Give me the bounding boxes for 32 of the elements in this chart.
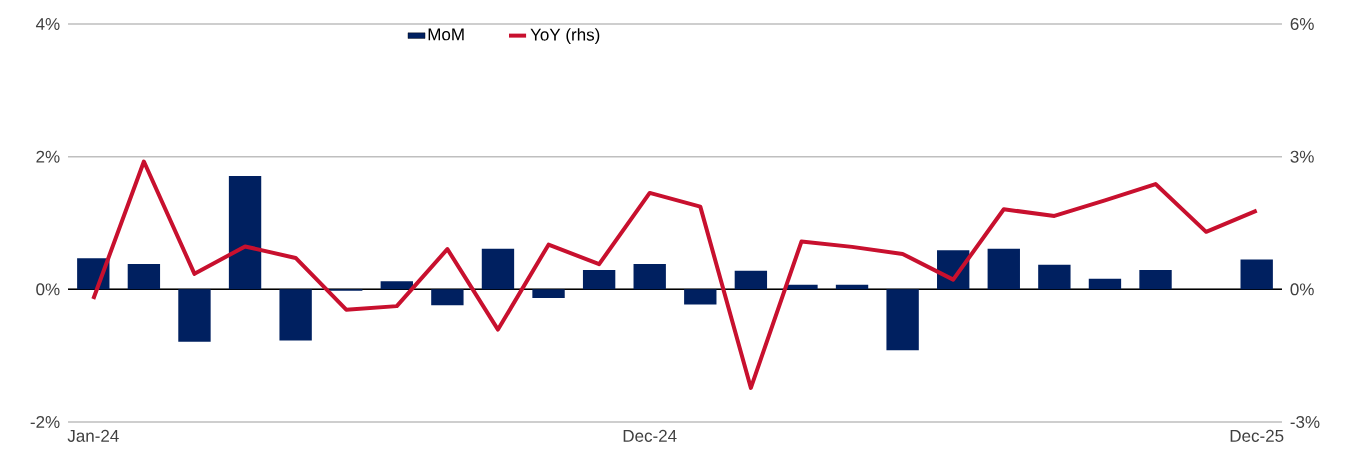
legend-label: MoM	[428, 28, 464, 41]
line-series	[91, 159, 1259, 390]
y2-tick-label: 0%	[1290, 283, 1314, 296]
bar	[886, 289, 919, 351]
y-tick-label: -2%	[30, 416, 60, 428]
y-tick-label: 0%	[36, 283, 60, 296]
bar	[228, 175, 262, 290]
bar	[987, 248, 1020, 290]
bar	[279, 289, 312, 341]
bar	[1038, 264, 1071, 290]
x-tick-label: Jan-24	[67, 429, 119, 442]
bar	[380, 281, 413, 290]
bar	[684, 289, 717, 305]
y2-tick-label: 3%	[1290, 150, 1314, 163]
bar	[734, 270, 768, 290]
legend-label: YoY (rhs)	[530, 28, 600, 45]
bar	[431, 289, 464, 306]
bar	[582, 270, 616, 290]
x-tick-label: Dec-25	[1230, 429, 1284, 442]
bar	[532, 289, 565, 298]
bar	[1139, 270, 1172, 290]
bar	[1240, 259, 1273, 290]
bar	[1088, 278, 1122, 290]
y2-tick-label: -3%	[1290, 415, 1320, 429]
x-tick-label: Dec-24	[623, 429, 677, 442]
y-tick-label: 4%	[35, 18, 60, 30]
bar	[633, 264, 666, 290]
bar	[178, 289, 211, 342]
bar	[481, 248, 515, 290]
y2-tick-label: 6%	[1290, 17, 1314, 31]
bar	[127, 264, 161, 290]
y-tick-label: 2%	[36, 150, 60, 163]
